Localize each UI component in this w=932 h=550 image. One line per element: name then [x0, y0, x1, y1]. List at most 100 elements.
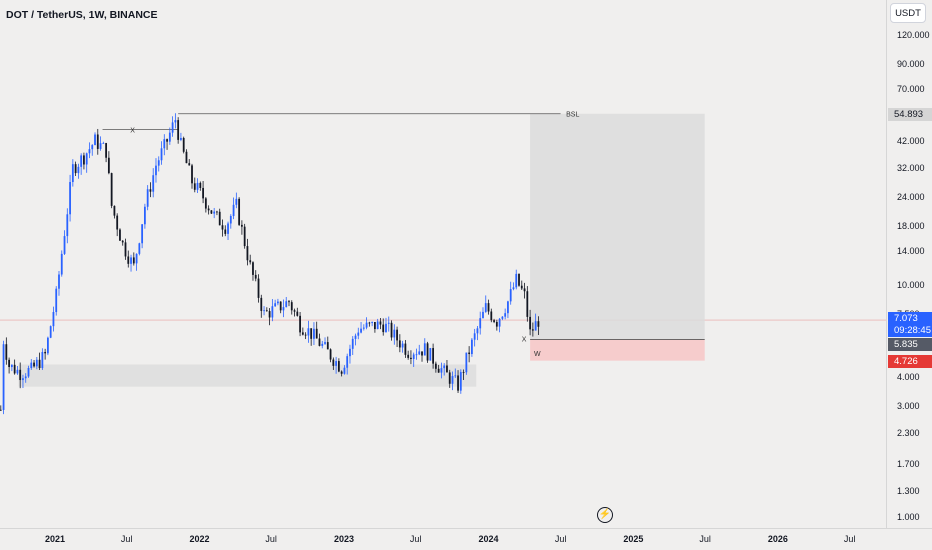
candle-body — [518, 273, 520, 286]
candle-body — [257, 278, 260, 298]
candle-body — [19, 369, 22, 381]
candle-body — [69, 182, 71, 215]
candle-body — [157, 160, 160, 166]
candle-body — [479, 318, 482, 329]
candle-body — [88, 149, 91, 154]
candle-body — [351, 338, 354, 349]
candle-body — [60, 253, 63, 275]
candle-body — [141, 224, 144, 244]
candle-body — [448, 372, 451, 384]
candle-body — [415, 354, 418, 356]
candle-body — [329, 349, 332, 360]
candle-body — [268, 311, 271, 318]
candle-body — [155, 165, 157, 176]
candle-body — [360, 328, 362, 333]
candle-body — [520, 285, 523, 289]
candle-body — [332, 359, 335, 366]
x-tick-label: Jul — [120, 534, 133, 544]
candle-body — [138, 243, 141, 254]
y-tick-label: 1.300 — [897, 485, 920, 496]
candle-body — [529, 316, 531, 330]
candle-body — [240, 224, 243, 227]
candle-body — [229, 216, 232, 224]
candle-body — [490, 311, 493, 321]
candle-body — [85, 153, 88, 165]
candle-body — [207, 208, 210, 211]
candle-body — [16, 369, 19, 374]
y-tick-label: 70.000 — [897, 84, 925, 95]
candle-body — [290, 302, 293, 311]
lightning-icon[interactable]: ⚡ — [597, 507, 613, 523]
candle-body — [335, 361, 338, 366]
candle-body — [177, 120, 180, 140]
candle-body — [94, 134, 96, 146]
candle-body — [249, 260, 252, 263]
candle-body — [440, 368, 443, 373]
candle-body — [462, 372, 465, 373]
candle-body — [296, 311, 299, 316]
candle-body — [371, 321, 374, 323]
candle-body — [418, 351, 421, 355]
candle-body — [116, 215, 119, 230]
x-tick-label: Jul — [265, 534, 277, 544]
candle-body — [191, 165, 193, 184]
x-tick-label: Jul — [409, 534, 422, 544]
y-tick-label: 1.000 — [897, 512, 920, 522]
candle-body — [390, 322, 393, 338]
candle-body — [285, 301, 288, 308]
candle-body — [337, 361, 340, 372]
candle-body — [66, 214, 69, 237]
candle-body — [33, 362, 35, 367]
candle-body — [163, 139, 166, 149]
candle-body — [379, 321, 382, 325]
target-price-tag: 54.893 — [888, 107, 932, 121]
candle-body — [457, 375, 459, 391]
candle-body — [166, 139, 168, 142]
candle-body — [465, 352, 468, 373]
candle-body — [476, 328, 479, 334]
candle-body — [216, 211, 218, 213]
candle-body — [507, 301, 509, 314]
candle-body — [77, 166, 80, 174]
candle-body — [374, 321, 376, 330]
candle-body — [340, 371, 343, 374]
candle-body — [501, 316, 504, 319]
candle-body — [349, 348, 351, 357]
price-chart[interactable]: X BSL X W — [0, 0, 886, 528]
candle-body — [213, 211, 216, 214]
candle-body — [382, 324, 385, 333]
candle-body — [410, 357, 412, 360]
x-tick-label: Jul — [554, 534, 567, 544]
candle-body — [110, 173, 113, 206]
candle-body — [313, 328, 315, 339]
y-tick-label: 120.000 — [897, 30, 930, 40]
candle-body — [193, 183, 196, 190]
y-tick-label: 90.000 — [897, 58, 925, 69]
candle-body — [451, 376, 454, 384]
candle-body — [423, 343, 426, 356]
target-zone — [530, 113, 705, 340]
candle-body — [204, 198, 207, 209]
candle-body — [299, 315, 301, 333]
candle-body — [135, 253, 138, 264]
candle-body — [387, 322, 390, 324]
candle-body — [279, 301, 282, 311]
y-tick-label: 14.000 — [897, 246, 925, 257]
currency-button[interactable]: USDT — [890, 3, 926, 23]
y-tick-label: 10.000 — [897, 280, 925, 291]
candle-body — [512, 287, 515, 290]
candle-body — [221, 225, 224, 230]
candle-body — [83, 155, 85, 165]
time-axis-border — [0, 528, 932, 529]
candle-body — [468, 352, 471, 355]
annotation-w: W — [534, 351, 541, 358]
candle-body — [182, 138, 185, 152]
candle-body — [132, 257, 135, 264]
stop-price-tag: 4.726 — [888, 354, 932, 368]
candle-body — [393, 329, 396, 338]
candle-body — [124, 242, 127, 257]
candle-body — [277, 301, 279, 304]
candle-body — [260, 297, 263, 311]
candle-body — [434, 363, 437, 369]
